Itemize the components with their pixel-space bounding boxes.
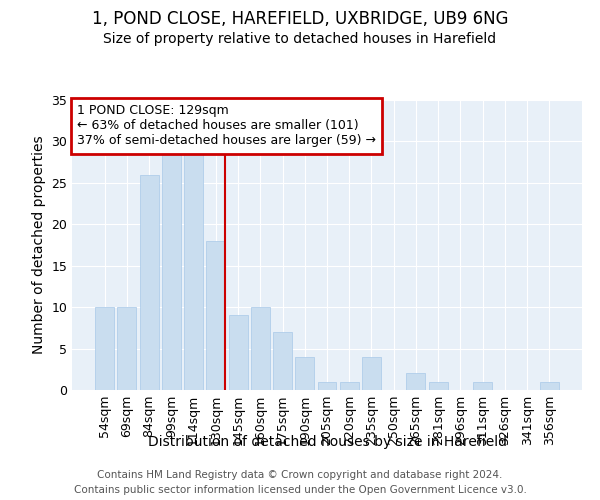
Bar <box>251 307 270 390</box>
Bar <box>206 241 225 390</box>
Bar <box>229 316 248 390</box>
Text: Distribution of detached houses by size in Harefield: Distribution of detached houses by size … <box>148 435 506 449</box>
Bar <box>140 174 158 390</box>
Bar <box>429 382 448 390</box>
Y-axis label: Number of detached properties: Number of detached properties <box>32 136 46 354</box>
Bar <box>184 150 203 390</box>
Bar <box>317 382 337 390</box>
Bar <box>406 374 425 390</box>
Bar <box>162 150 181 390</box>
Text: Size of property relative to detached houses in Harefield: Size of property relative to detached ho… <box>103 32 497 46</box>
Text: Contains HM Land Registry data © Crown copyright and database right 2024.
Contai: Contains HM Land Registry data © Crown c… <box>74 470 526 495</box>
Bar <box>118 307 136 390</box>
Bar <box>362 357 381 390</box>
Bar <box>473 382 492 390</box>
Bar <box>95 307 114 390</box>
Bar <box>540 382 559 390</box>
Bar <box>295 357 314 390</box>
Text: 1, POND CLOSE, HAREFIELD, UXBRIDGE, UB9 6NG: 1, POND CLOSE, HAREFIELD, UXBRIDGE, UB9 … <box>92 10 508 28</box>
Text: 1 POND CLOSE: 129sqm
← 63% of detached houses are smaller (101)
37% of semi-deta: 1 POND CLOSE: 129sqm ← 63% of detached h… <box>77 104 376 148</box>
Bar <box>340 382 359 390</box>
Bar <box>273 332 292 390</box>
